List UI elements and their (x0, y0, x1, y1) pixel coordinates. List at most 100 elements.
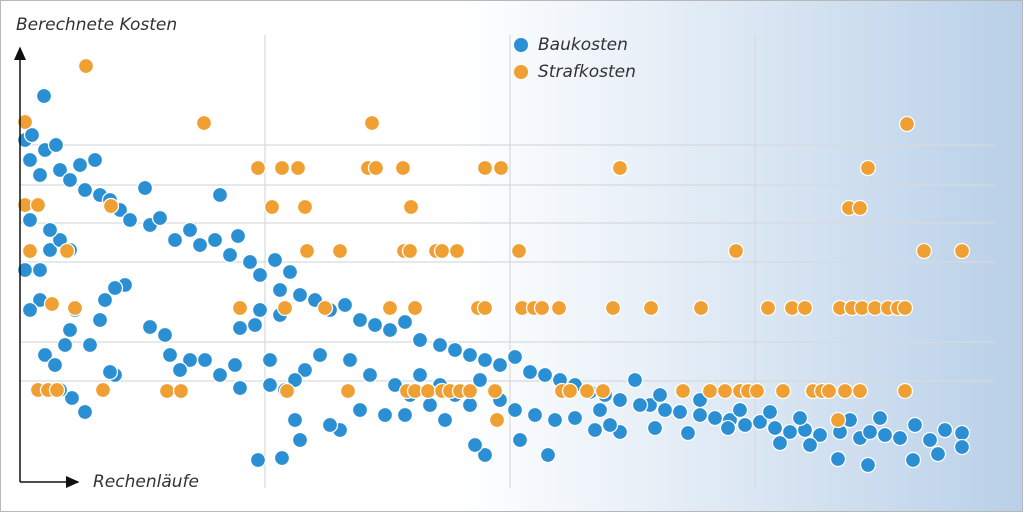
point (921, 431, 939, 449)
point (341, 351, 359, 369)
point (151, 209, 169, 227)
point (296, 198, 314, 216)
point (166, 231, 184, 249)
point (231, 299, 249, 317)
point (774, 382, 792, 400)
point (229, 227, 247, 245)
y-axis-label: Berechnete Kosten (16, 15, 177, 35)
point (586, 421, 604, 439)
point (21, 211, 39, 229)
point (719, 419, 737, 437)
point (486, 382, 504, 400)
point (41, 241, 59, 259)
point (431, 336, 449, 354)
point (626, 371, 644, 389)
point (859, 159, 877, 177)
point (511, 431, 529, 449)
point (566, 409, 584, 427)
point (748, 382, 766, 400)
point (896, 382, 914, 400)
point (656, 401, 674, 419)
point (829, 411, 847, 429)
point (539, 446, 557, 464)
point (488, 411, 506, 429)
point (276, 299, 294, 317)
point (296, 361, 314, 379)
point (273, 449, 291, 467)
point (311, 346, 329, 364)
point (406, 299, 424, 317)
point (46, 356, 64, 374)
point (642, 299, 660, 317)
point (492, 159, 510, 177)
point (286, 371, 304, 389)
point (953, 242, 971, 260)
point (35, 87, 53, 105)
point (706, 409, 724, 427)
point (936, 421, 954, 439)
point (181, 351, 199, 369)
point (591, 401, 609, 419)
point (801, 436, 819, 454)
point (796, 299, 814, 317)
point (402, 198, 420, 216)
point (476, 159, 494, 177)
point (811, 426, 829, 444)
point (761, 403, 779, 421)
point (536, 366, 554, 384)
point (671, 403, 689, 421)
point (363, 114, 381, 132)
point (16, 113, 34, 131)
point (701, 382, 719, 400)
point (394, 159, 412, 177)
point (510, 242, 528, 260)
point (231, 379, 249, 397)
point (195, 114, 213, 132)
point (691, 391, 709, 409)
point (771, 434, 789, 452)
point (491, 356, 509, 374)
point (121, 211, 139, 229)
point (181, 221, 199, 239)
point (56, 336, 74, 354)
point (851, 382, 869, 400)
point (411, 366, 429, 384)
point (401, 242, 419, 260)
point (94, 381, 112, 399)
point (716, 382, 734, 400)
point (876, 426, 894, 444)
point (561, 382, 579, 400)
point (281, 263, 299, 281)
point (211, 186, 229, 204)
point (196, 351, 214, 369)
point (851, 199, 869, 217)
point (533, 299, 551, 317)
point (461, 382, 479, 400)
point (58, 242, 76, 260)
point (77, 57, 95, 75)
point (367, 159, 385, 177)
point (446, 341, 464, 359)
point (953, 438, 971, 456)
point (361, 366, 379, 384)
point (376, 406, 394, 424)
point (896, 299, 914, 317)
legend-marker (514, 65, 528, 79)
point (221, 246, 239, 264)
point (71, 156, 89, 174)
legend-marker (514, 38, 528, 52)
point (915, 242, 933, 260)
point (86, 151, 104, 169)
point (611, 159, 629, 177)
point (506, 348, 524, 366)
point (791, 409, 809, 427)
point (396, 406, 414, 424)
point (871, 409, 889, 427)
point (231, 319, 249, 337)
point (759, 299, 777, 317)
point (421, 396, 439, 414)
point (336, 296, 354, 314)
point (861, 423, 879, 441)
point (476, 299, 494, 317)
point (96, 291, 114, 309)
